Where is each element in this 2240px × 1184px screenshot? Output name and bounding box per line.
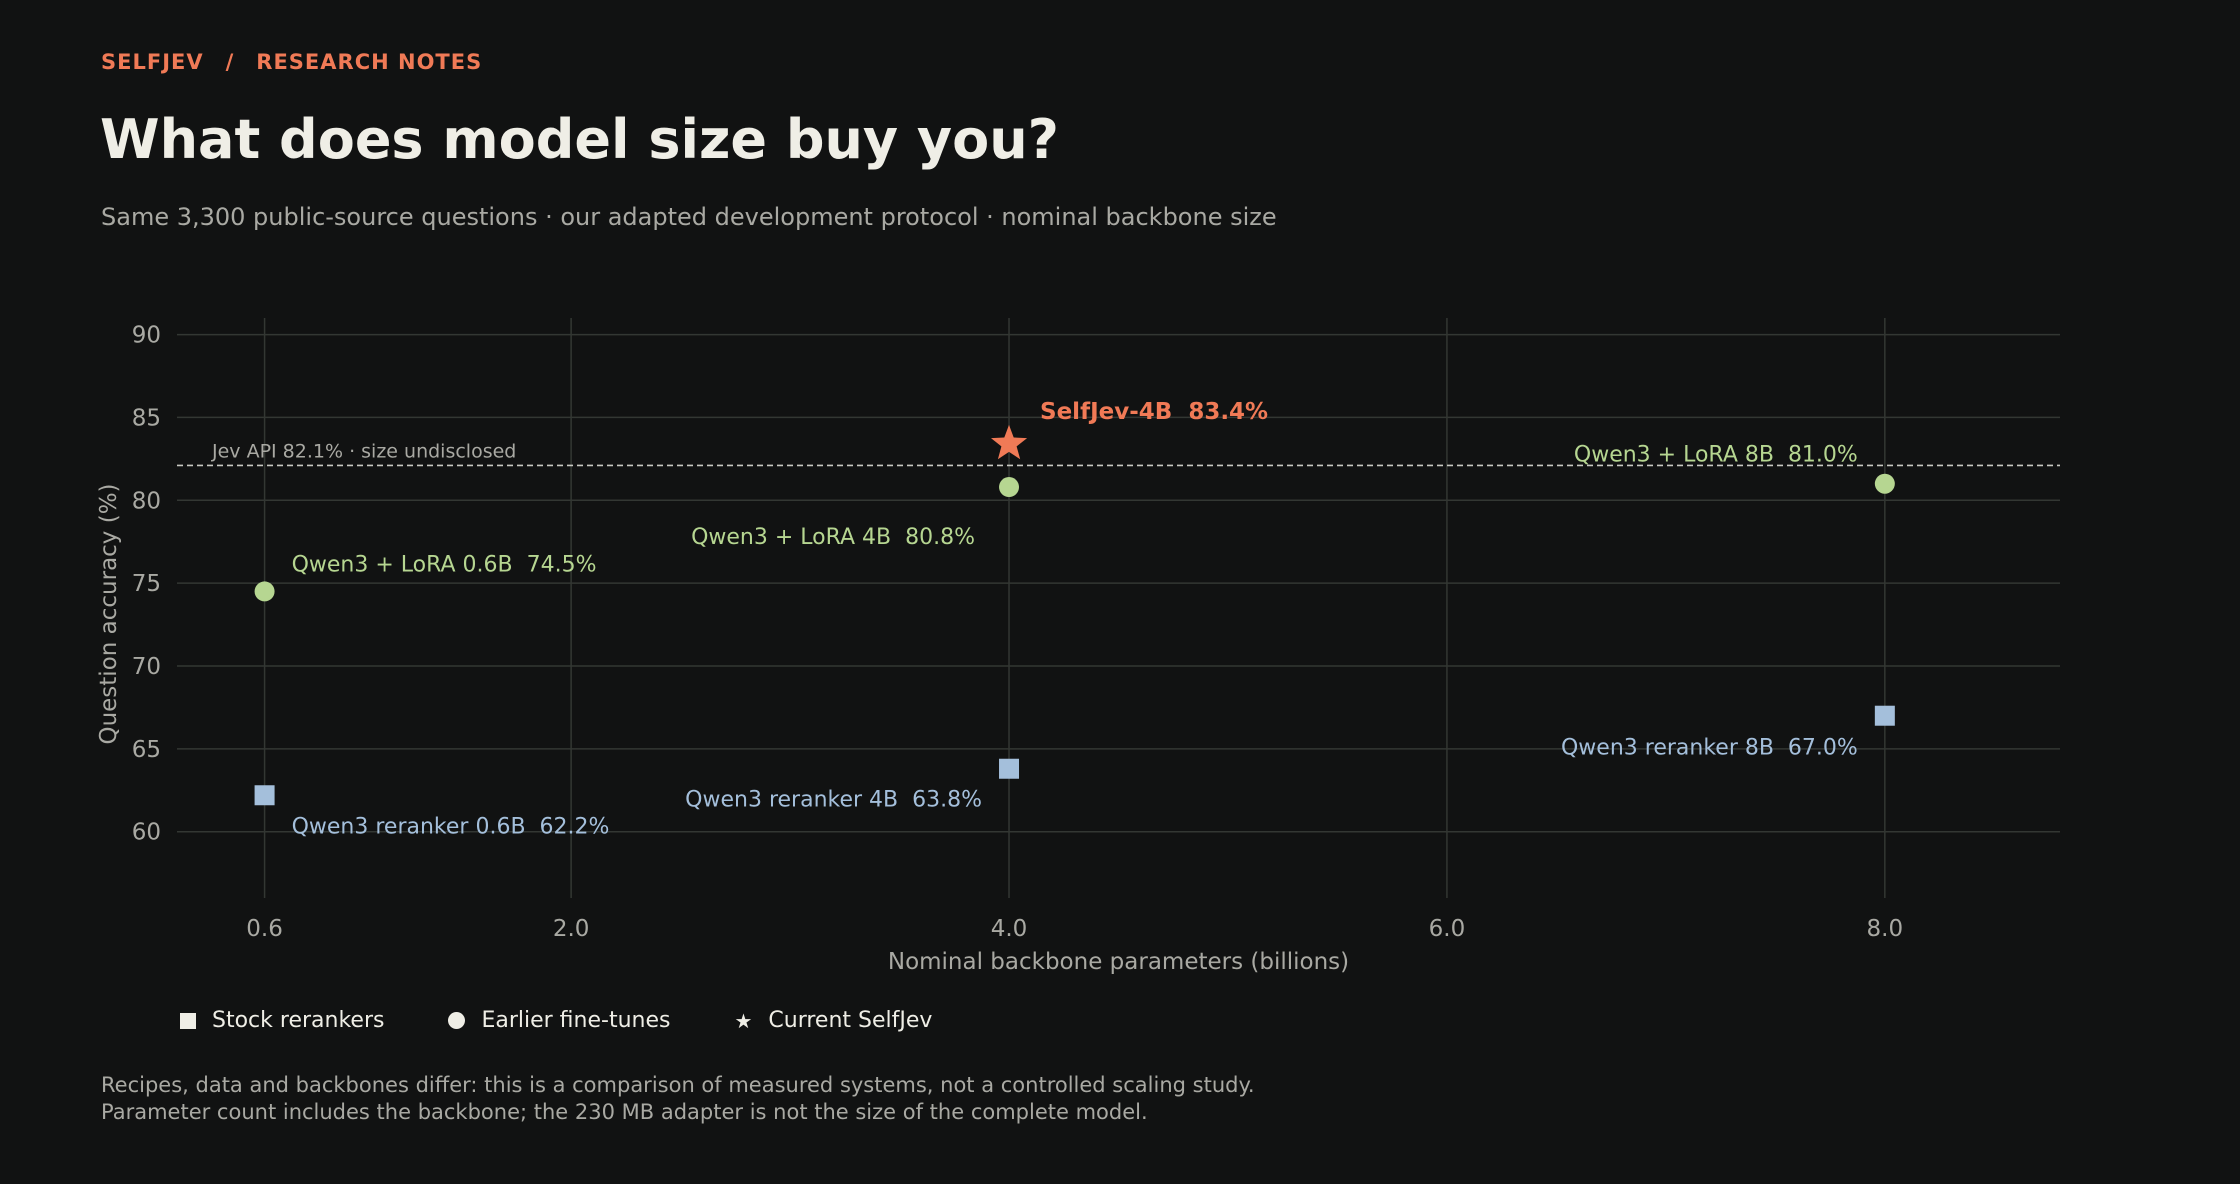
legend-item-stock-rerankers: Stock rerankers	[180, 1008, 384, 1033]
footnote-line: Parameter count includes the backbone; t…	[101, 1100, 1148, 1124]
reference-line-label: Jev API 82.1% · size undisclosed	[211, 440, 516, 462]
selfjev-star-marker	[991, 424, 1028, 460]
footnote: Recipes, data and backbones differ: this…	[101, 1072, 1255, 1126]
x-tick-label: 8.0	[1867, 916, 1904, 942]
y-tick-label: 65	[132, 737, 161, 763]
legend-item-current-selfjev: ★ Current SelfJev	[734, 1008, 932, 1033]
x-tick-label: 2.0	[553, 916, 590, 942]
stock-reranker-marker	[999, 758, 1020, 779]
fine-tune-marker	[254, 581, 275, 602]
data-label: Qwen3 reranker 8B 67.0%	[1561, 736, 1858, 761]
y-tick-label: 85	[132, 405, 161, 431]
breadcrumb: SELFJEV / RESEARCH NOTES	[101, 50, 482, 74]
fine-tune-marker	[999, 477, 1020, 498]
data-label: Qwen3 reranker 4B 63.8%	[685, 788, 982, 813]
stock-reranker-marker	[1874, 705, 1895, 726]
chart-legend: Stock rerankers Earlier fine-tunes ★ Cur…	[180, 1008, 996, 1033]
y-axis-label: Question accuracy (%)	[96, 483, 122, 744]
breadcrumb-separator: /	[225, 50, 235, 74]
x-tick-label: 6.0	[1429, 916, 1466, 942]
page-subtitle: Same 3,300 public-source questions · our…	[101, 203, 1277, 231]
y-tick-label: 70	[132, 654, 161, 680]
page-title: What does model size buy you?	[100, 108, 1060, 171]
legend-item-earlier-fine-tunes: Earlier fine-tunes	[448, 1008, 670, 1033]
data-label: Qwen3 + LoRA 0.6B 74.5%	[292, 552, 597, 577]
breadcrumb-section[interactable]: RESEARCH NOTES	[256, 50, 483, 74]
breadcrumb-brand[interactable]: SELFJEV	[101, 50, 204, 74]
footnote-line: Recipes, data and backbones differ: this…	[101, 1073, 1255, 1097]
fine-tune-marker	[1874, 473, 1895, 494]
data-label: Qwen3 + LoRA 8B 81.0%	[1574, 443, 1858, 468]
y-tick-label: 60	[132, 820, 161, 846]
x-axis-label: Nominal backbone parameters (billions)	[888, 949, 1349, 975]
stock-reranker-marker	[254, 785, 275, 806]
y-tick-label: 90	[132, 323, 161, 349]
x-tick-label: 4.0	[991, 916, 1028, 942]
data-label: SelfJev-4B 83.4%	[1040, 399, 1268, 425]
data-label: Qwen3 reranker 0.6B 62.2%	[292, 814, 610, 839]
y-tick-label: 75	[132, 571, 161, 597]
y-tick-label: 80	[132, 488, 161, 514]
x-tick-label: 0.6	[246, 916, 283, 942]
data-label: Qwen3 + LoRA 4B 80.8%	[691, 525, 975, 550]
star-marker-icon: ★	[734, 1008, 753, 1033]
legend-label: Earlier fine-tunes	[481, 1008, 671, 1033]
legend-label: Stock rerankers	[212, 1008, 385, 1033]
circle-marker-icon	[448, 1012, 466, 1029]
square-marker-icon	[180, 1012, 196, 1029]
accuracy-vs-size-chart: 60 65 70 75 80 85 90 0.6 2.0 4.0 6.0 8.0 Nominal bac…	[96, 318, 2060, 975]
legend-label: Current SelfJev	[768, 1008, 933, 1033]
